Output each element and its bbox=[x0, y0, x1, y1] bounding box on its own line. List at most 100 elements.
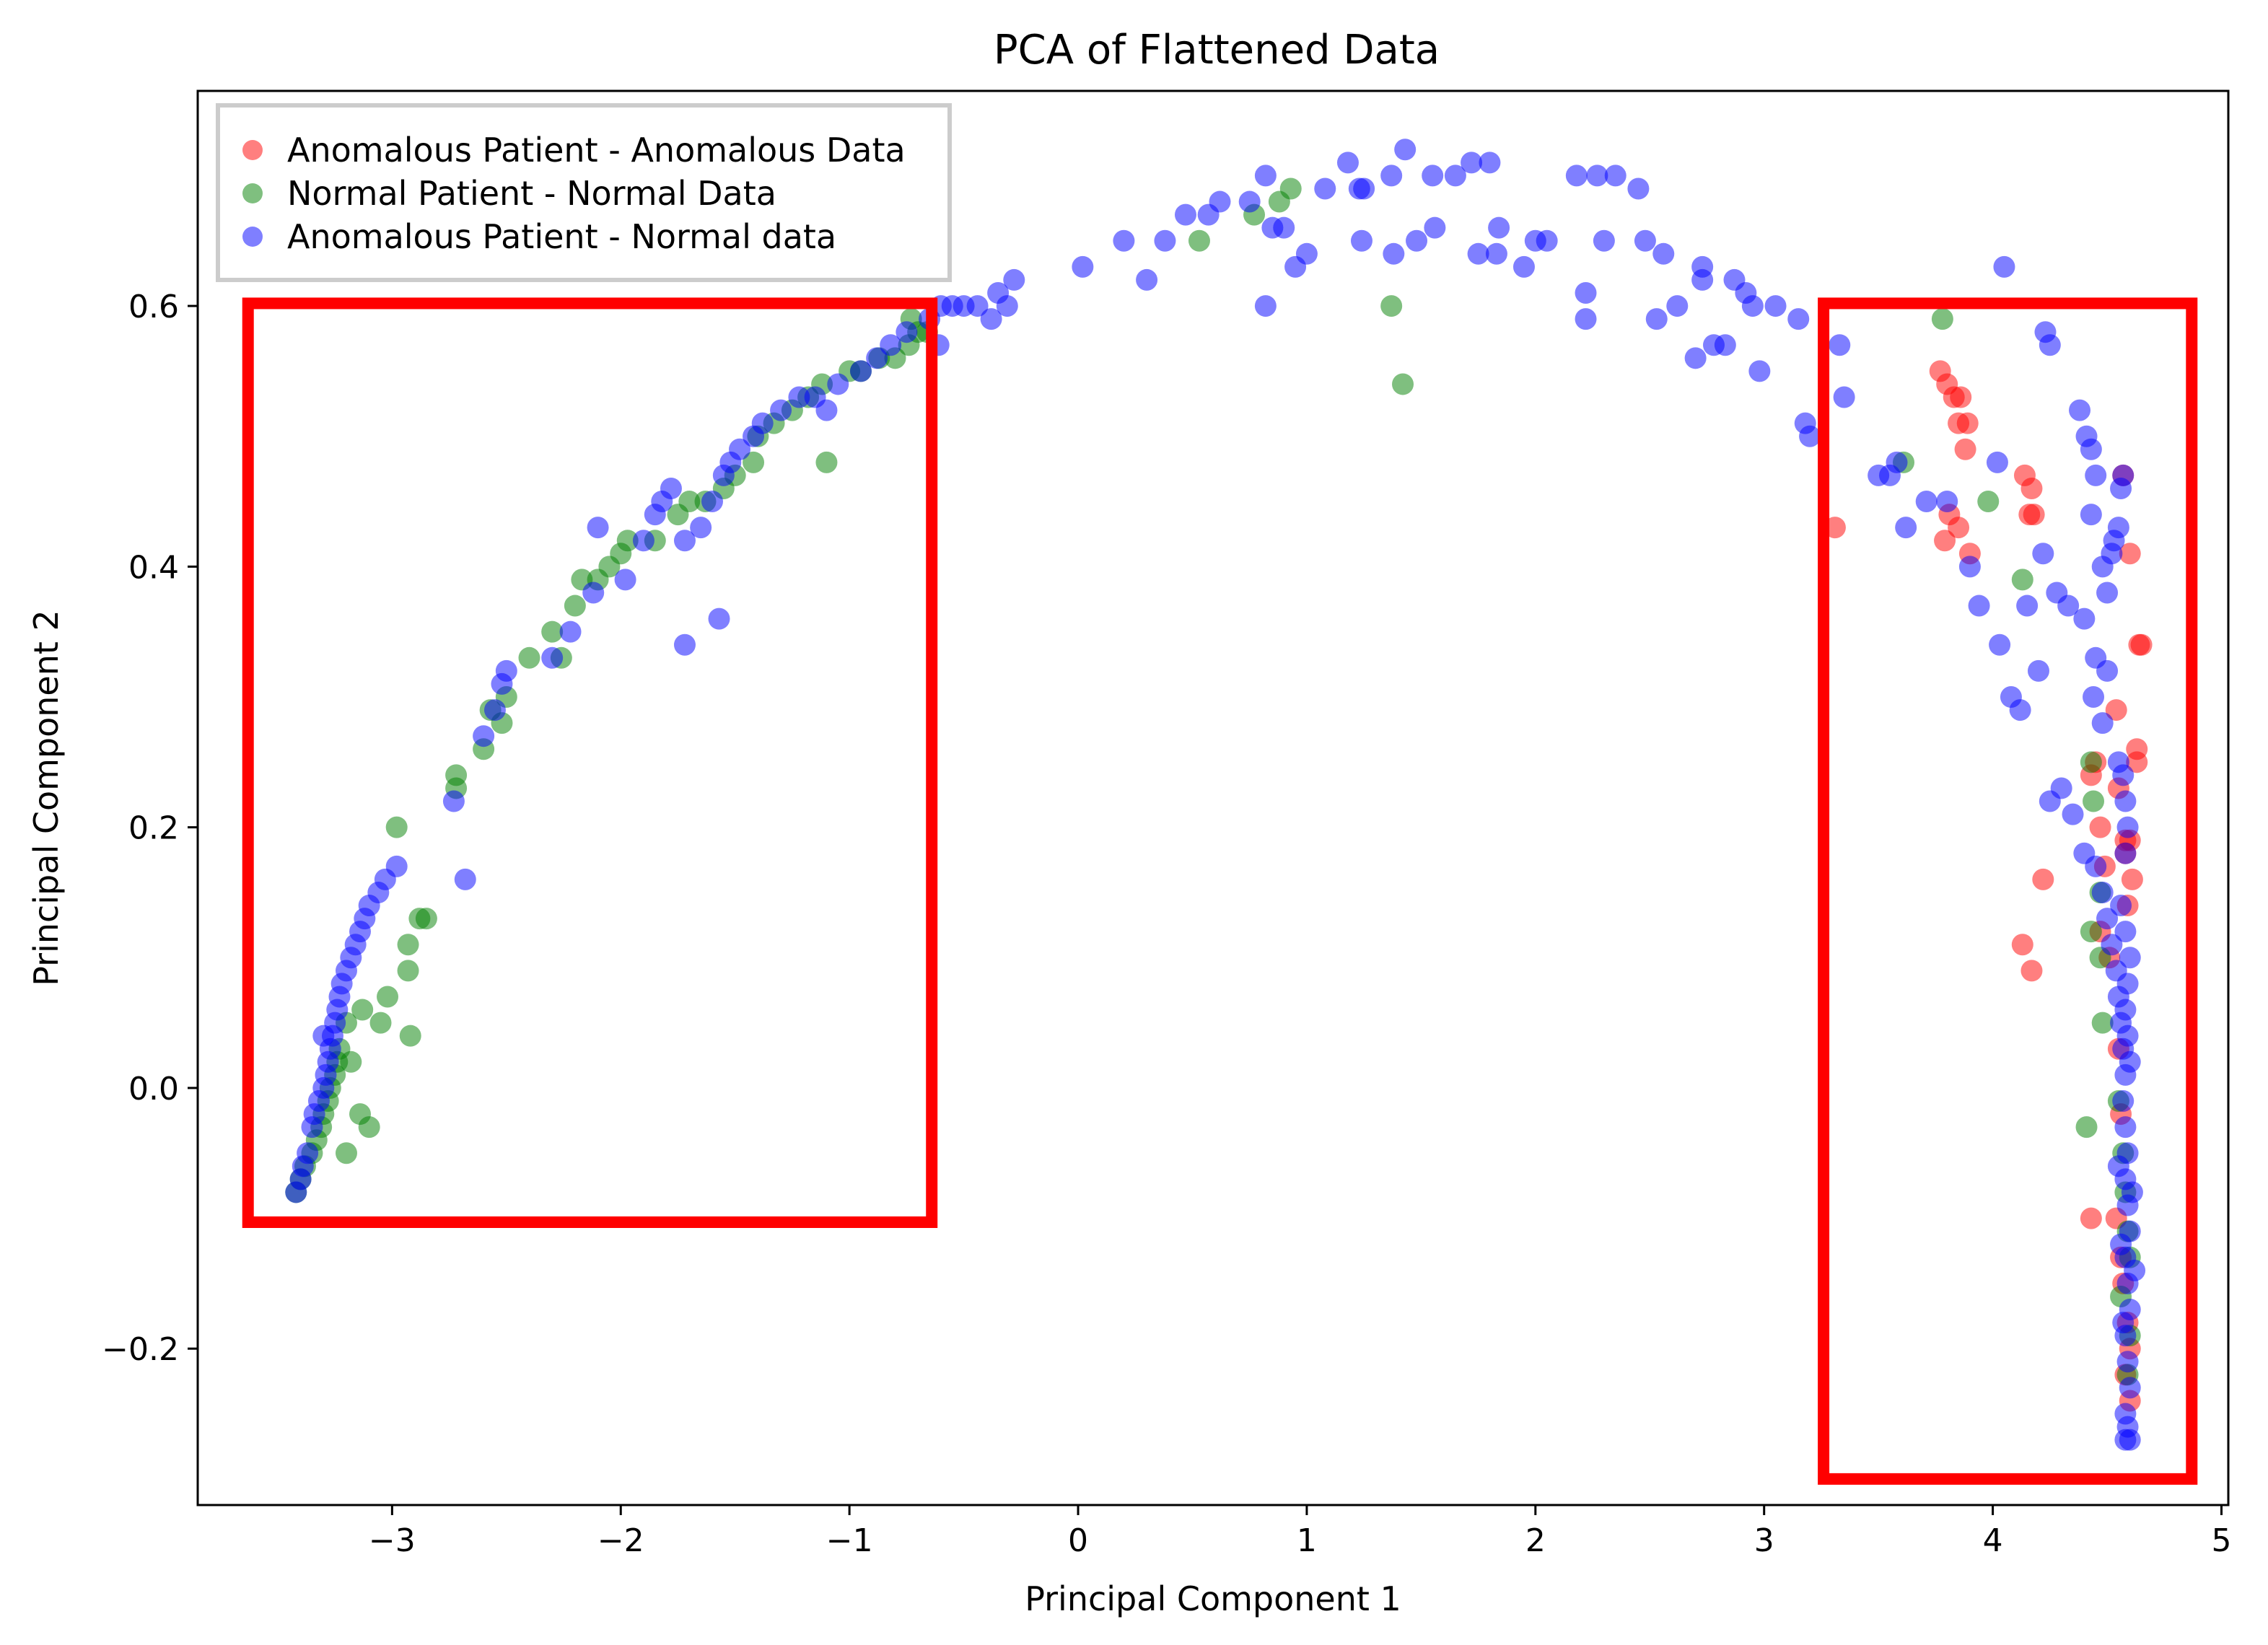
y-tick-label: −0.2 bbox=[102, 1331, 179, 1368]
data-point bbox=[2114, 921, 2137, 943]
data-point bbox=[385, 816, 408, 838]
data-point bbox=[708, 607, 730, 630]
data-point bbox=[1336, 152, 1359, 174]
data-point bbox=[1575, 308, 1597, 330]
data-point bbox=[866, 347, 888, 369]
data-point bbox=[2096, 582, 2119, 604]
data-point bbox=[815, 399, 838, 421]
legend-marker bbox=[242, 183, 263, 203]
data-point bbox=[1764, 295, 1787, 317]
data-point bbox=[2107, 1155, 2129, 1177]
data-point bbox=[880, 334, 902, 356]
data-point bbox=[2107, 517, 2129, 539]
data-point bbox=[2050, 777, 2072, 799]
x-tick-label: 3 bbox=[1754, 1522, 1774, 1559]
data-point bbox=[1989, 633, 2011, 656]
data-point bbox=[1353, 177, 1375, 200]
data-point bbox=[2096, 908, 2119, 930]
data-point bbox=[1936, 491, 1958, 513]
data-point bbox=[1741, 295, 1764, 317]
data-point bbox=[1977, 491, 2000, 513]
data-point bbox=[1072, 255, 1094, 278]
data-point bbox=[1593, 229, 1615, 252]
data-point bbox=[2091, 1012, 2114, 1034]
data-point bbox=[2110, 1233, 2132, 1255]
data-point bbox=[1279, 177, 1302, 200]
data-point bbox=[399, 1025, 421, 1047]
data-point bbox=[351, 999, 374, 1021]
data-point bbox=[2085, 855, 2107, 877]
data-point bbox=[1422, 164, 1444, 187]
x-tick-label: 4 bbox=[1983, 1522, 2003, 1559]
data-point bbox=[2110, 895, 2132, 917]
data-point bbox=[1829, 334, 1851, 356]
data-point bbox=[1787, 308, 1810, 330]
data-point bbox=[495, 659, 517, 682]
data-point bbox=[2114, 1429, 2137, 1451]
data-point bbox=[1254, 164, 1277, 187]
data-point bbox=[377, 986, 399, 1008]
data-point bbox=[1986, 451, 2008, 473]
legend-label: Normal Patient - Normal Data bbox=[287, 174, 776, 213]
chart-title: PCA of Flattened Data bbox=[994, 27, 1440, 74]
data-point bbox=[1273, 216, 1295, 239]
data-point bbox=[541, 620, 564, 643]
data-point bbox=[770, 399, 792, 421]
y-tick-label: 0.6 bbox=[128, 289, 179, 325]
data-point bbox=[1931, 308, 1953, 330]
data-point bbox=[1394, 139, 1417, 161]
data-point bbox=[1003, 268, 1025, 291]
data-point bbox=[2128, 633, 2150, 656]
data-point bbox=[312, 1025, 335, 1047]
series-3 bbox=[285, 139, 2146, 1451]
data-point bbox=[2080, 751, 2102, 773]
data-point bbox=[473, 725, 495, 747]
data-point bbox=[335, 1142, 357, 1164]
data-point bbox=[369, 1012, 392, 1034]
data-point bbox=[2080, 504, 2102, 526]
data-point bbox=[2105, 699, 2127, 721]
data-point bbox=[1424, 216, 1446, 239]
x-axis-label: Principal Component 1 bbox=[1025, 1579, 1401, 1618]
data-point bbox=[729, 438, 751, 460]
data-point bbox=[1604, 164, 1626, 187]
data-point bbox=[2112, 1312, 2135, 1334]
y-axis-ticks: −0.2 0.0 0.2 0.4 0.6 bbox=[102, 289, 198, 1368]
data-point bbox=[690, 517, 712, 539]
data-point bbox=[751, 412, 774, 434]
data-point bbox=[445, 764, 468, 786]
data-point bbox=[1886, 451, 1908, 473]
data-point bbox=[1238, 190, 1261, 213]
data-point bbox=[1565, 164, 1588, 187]
data-point bbox=[559, 620, 582, 643]
data-point bbox=[1188, 229, 1210, 252]
scatter-points bbox=[285, 139, 2153, 1451]
data-point bbox=[1950, 386, 1972, 408]
data-point bbox=[1627, 177, 1650, 200]
data-point bbox=[2114, 790, 2137, 812]
data-point bbox=[1956, 412, 1979, 434]
data-point bbox=[2083, 790, 2105, 812]
data-point bbox=[1444, 164, 1466, 187]
data-point bbox=[1113, 229, 1135, 252]
data-point bbox=[1968, 595, 1990, 617]
data-point bbox=[1488, 216, 1510, 239]
data-point bbox=[2119, 543, 2141, 565]
data-point bbox=[1833, 386, 1855, 408]
data-point bbox=[660, 477, 682, 499]
data-point bbox=[614, 569, 636, 591]
data-point bbox=[2016, 595, 2039, 617]
data-point bbox=[2112, 1090, 2135, 1112]
data-point bbox=[2018, 504, 2041, 526]
data-point bbox=[2096, 659, 2119, 682]
data-point bbox=[827, 373, 849, 395]
data-point bbox=[2083, 686, 2105, 708]
data-point bbox=[1485, 242, 1507, 265]
data-point bbox=[385, 855, 408, 877]
data-point bbox=[541, 646, 564, 669]
legend-marker bbox=[242, 227, 263, 247]
data-point bbox=[2075, 1116, 2098, 1139]
data-point bbox=[673, 530, 696, 552]
data-point bbox=[2027, 659, 2049, 682]
